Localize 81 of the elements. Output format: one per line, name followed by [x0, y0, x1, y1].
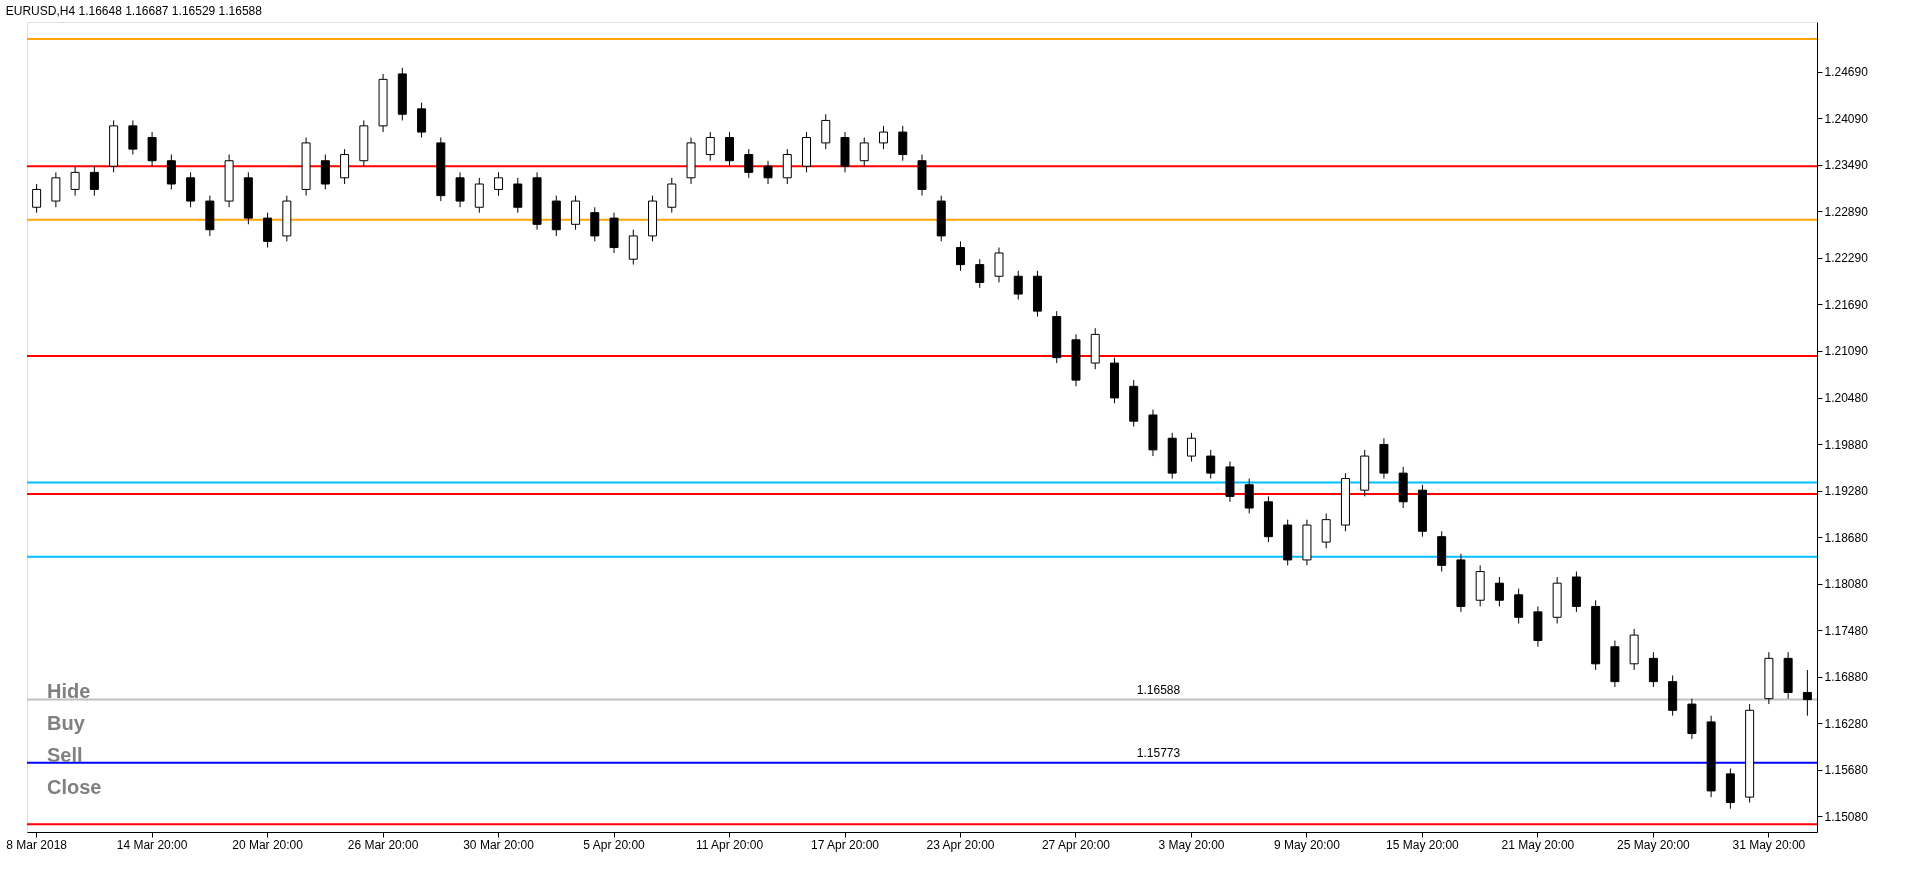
ref-line-label: 1.16588 [1136, 682, 1181, 697]
candlestick [474, 177, 484, 214]
candlestick [513, 177, 523, 214]
y-tick-label: 1.24090 [1824, 111, 1869, 126]
candlestick [859, 136, 869, 167]
x-tick-label: 25 May 20:00 [1617, 837, 1691, 852]
y-tick-label: 1.22290 [1824, 251, 1869, 266]
y-tick-label: 1.16280 [1824, 716, 1869, 731]
candlestick [1186, 432, 1196, 462]
candlestick [667, 177, 677, 214]
candlestick [128, 119, 138, 156]
x-tick-label: 11 Apr 20:00 [695, 837, 764, 852]
candlestick [975, 258, 985, 289]
x-tick-label: 23 Apr 20:00 [926, 837, 995, 852]
candlestick [1648, 651, 1658, 688]
candlestick [821, 113, 831, 150]
candlestick [955, 240, 965, 272]
x-tick-label: 27 Apr 20:00 [1041, 837, 1111, 852]
x-tick-label: 31 May 20:00 [1732, 837, 1806, 852]
annotation: Buy [47, 712, 86, 734]
candlestick [70, 165, 80, 197]
candlestick [186, 171, 196, 208]
y-tick-label: 1.15680 [1824, 763, 1869, 778]
candlestick [417, 102, 427, 138]
chart-title: EURUSD,H4 1.16648 1.16687 1.16529 1.16588 [5, 4, 263, 18]
y-tick-label: 1.21090 [1824, 344, 1869, 359]
candlestick [1321, 512, 1331, 549]
y-tick-label: 1.19280 [1824, 484, 1869, 499]
candlestick [763, 160, 773, 185]
x-tick-label: 30 Mar 20:00 [463, 837, 535, 852]
candlestick [1013, 270, 1023, 300]
candlestick [879, 125, 889, 150]
y-tick-label: 1.19880 [1824, 437, 1869, 452]
y-tick-label: 1.15080 [1824, 810, 1869, 824]
candlestick [263, 212, 273, 249]
candlestick [590, 206, 600, 242]
y-tick-label: 1.18680 [1824, 530, 1869, 545]
x-tick-label: 14 Mar 20:00 [116, 837, 188, 852]
candlestick [705, 131, 715, 162]
x-tick-label: 5 Apr 20:00 [583, 837, 646, 852]
candlestick [340, 148, 350, 185]
candlestick [455, 171, 465, 208]
candlestick [744, 148, 754, 179]
x-tick-label: 8 Mar 2018 [6, 837, 68, 852]
annotation: Close [47, 776, 102, 798]
y-tick-label: 1.22890 [1824, 204, 1869, 219]
annotation: Hide [47, 680, 91, 702]
y-tick-label: 1.16880 [1824, 670, 1869, 685]
x-tick-label: 21 May 20:00 [1501, 837, 1575, 852]
x-tick-label: 15 May 20:00 [1386, 837, 1460, 852]
candlestick [1206, 449, 1216, 480]
y-tick-label: 1.17480 [1824, 623, 1869, 638]
candlestick [89, 165, 99, 197]
candlestick [628, 229, 638, 266]
x-tick-label: 20 Mar 20:00 [232, 837, 304, 852]
candlestick [494, 171, 504, 197]
candlestick [320, 154, 330, 190]
y-tick-label: 1.20480 [1824, 391, 1869, 406]
candlestick [1802, 669, 1812, 717]
y-tick-label: 1.23490 [1824, 158, 1869, 173]
x-tick-label: 17 Apr 20:00 [810, 837, 880, 852]
candlestick [1494, 576, 1504, 607]
candlestick [51, 171, 61, 208]
candlestick [166, 154, 176, 190]
candlestick [32, 183, 42, 214]
candlestick [1514, 588, 1524, 624]
candlestick [898, 125, 908, 162]
candlestick [725, 131, 735, 167]
candlestick [147, 131, 157, 167]
x-tick-label: 9 May 20:00 [1273, 837, 1341, 852]
candlestick [994, 247, 1004, 283]
ref-line-label: 1.15773 [1136, 745, 1181, 760]
x-tick-label: 26 Mar 20:00 [347, 837, 419, 852]
y-tick-label: 1.21690 [1824, 297, 1869, 312]
candlestick [1244, 478, 1254, 514]
candlestick [571, 195, 581, 231]
y-tick-label: 1.24690 [1824, 65, 1869, 80]
x-tick-label: 3 May 20:00 [1158, 837, 1225, 852]
y-tick-label: 1.18080 [1824, 577, 1869, 592]
annotation: Sell [47, 744, 83, 766]
candlestick [782, 148, 792, 185]
